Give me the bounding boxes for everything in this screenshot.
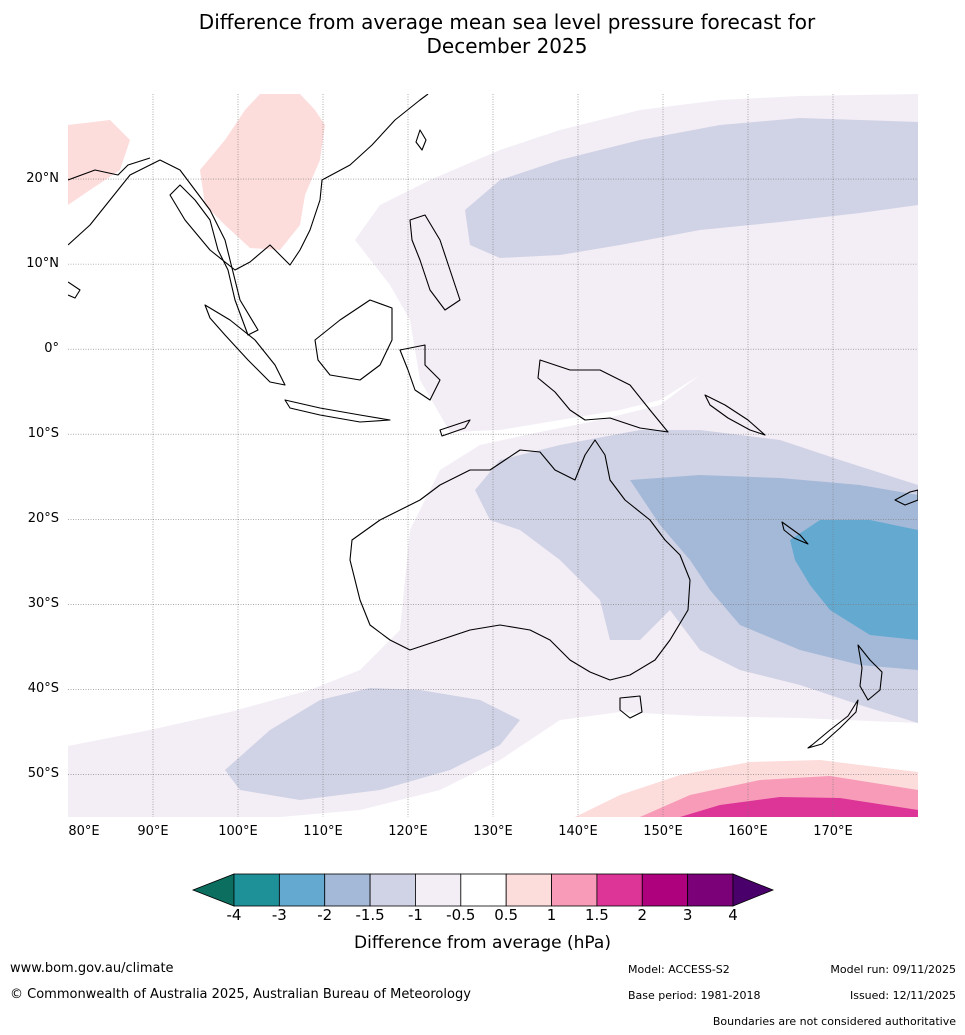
anomaly-contours — [68, 94, 918, 817]
anomaly-region-neg1 — [465, 118, 918, 258]
colorbar-tick-label: -1.5 — [355, 906, 385, 924]
colorbar — [191, 873, 775, 907]
anomaly-region-pos0p5-indochina — [200, 94, 325, 250]
colorbar-swatch — [641, 873, 689, 907]
colorbar-tick-label: 2 — [637, 906, 648, 924]
longitude-label: 120°E — [388, 824, 428, 839]
colorbar-tick-label: 3 — [682, 906, 693, 924]
latitude-label: 50°S — [27, 766, 59, 782]
website-link[interactable]: www.bom.gov.au/climate — [10, 961, 174, 976]
latitude-label: 20°S — [27, 511, 59, 527]
colorbar-swatch — [369, 873, 416, 907]
colorbar-tick-label: -3 — [271, 906, 287, 924]
latitude-label: 20°N — [26, 171, 59, 187]
colorbar-swatch — [596, 873, 643, 907]
coast-timor — [439, 419, 471, 437]
coast-mainland-asia — [68, 94, 429, 336]
longitude-label: 90°E — [137, 824, 169, 839]
anomaly-region-pos0p5-nw — [68, 120, 130, 205]
coast-new-zealand-north — [857, 644, 883, 701]
issued-date: Issued: 12/11/2025 — [849, 989, 956, 1002]
coast-java — [284, 399, 391, 423]
colorbar-tick-label: -0.5 — [446, 906, 476, 924]
title-line-1: Difference from average mean sea level p… — [198, 10, 816, 34]
colorbar-extend-low — [191, 873, 235, 907]
anomaly-region-pos1p5 — [680, 797, 918, 817]
anomaly-region-neg1-southwest — [225, 688, 520, 800]
coast-new-zealand-south — [807, 699, 859, 749]
longitude-label: 140°E — [558, 824, 598, 839]
copyright-notice: © Commonwealth of Australia 2025, Austra… — [10, 987, 471, 1002]
coast-fiji — [894, 489, 918, 506]
longitude-label: 80°E — [68, 824, 100, 839]
colorbar-swatch — [233, 873, 280, 907]
title-line-2: December 2025 — [426, 34, 588, 58]
boundaries-disclaimer: Boundaries are not considered authoritat… — [712, 1015, 956, 1028]
colorbar-tick-label: -1 — [407, 906, 423, 924]
coast-tasmania — [619, 695, 643, 719]
coastlines — [68, 94, 918, 749]
colorbar-swatch — [278, 873, 326, 907]
colorbar-title: Difference from average (hPa) — [354, 933, 611, 953]
anomaly-region-neg2 — [790, 520, 918, 640]
latitude-label: 10°N — [26, 256, 59, 272]
coast-taiwan — [415, 129, 427, 151]
coast-sulawesi — [399, 344, 441, 401]
colorbar-swatch — [551, 873, 598, 907]
colorbar-swatch — [505, 873, 552, 907]
colorbar-swatch — [415, 873, 462, 907]
map-gridlines — [68, 94, 918, 817]
colorbar-tick-label: 1 — [546, 906, 557, 924]
coast-borneo — [314, 299, 393, 381]
coast-solomon-islands — [704, 394, 766, 436]
base-period: Base period: 1981-2018 — [628, 989, 761, 1002]
longitude-label: 160°E — [728, 824, 768, 839]
map-title: Difference from average mean sea level p… — [0, 10, 965, 58]
latitude-label: 0° — [44, 341, 59, 357]
coast-new-guinea — [537, 359, 669, 433]
model-name: Model: ACCESS-S2 — [628, 963, 730, 976]
anomaly-region-neg0p5 — [68, 300, 918, 817]
longitude-label: 100°E — [218, 824, 258, 839]
longitude-label: 130°E — [473, 824, 513, 839]
colorbar-swatch — [687, 873, 734, 907]
colorbar-tick-label: 1.5 — [584, 906, 609, 924]
longitude-label: 150°E — [643, 824, 683, 839]
colorbar-tick-label: -2 — [317, 906, 333, 924]
colorbar-swatch — [460, 873, 507, 907]
colorbar-swatch — [324, 873, 371, 907]
model-run-date: Model run: 09/11/2025 — [830, 963, 956, 976]
longitude-label: 110°E — [303, 824, 343, 839]
colorbar-tick-label: 4 — [728, 906, 738, 924]
coast-philippines — [409, 214, 461, 311]
coast-india — [68, 157, 151, 181]
colorbar-extend-high — [732, 873, 775, 907]
latitude-label: 30°S — [27, 596, 59, 612]
coast-new-caledonia — [781, 521, 809, 545]
latitude-label: 40°S — [27, 681, 59, 697]
colorbar-tick-label: -4 — [226, 906, 242, 924]
latitude-label: 10°S — [27, 426, 59, 442]
colorbar-tick-label: 0.5 — [494, 906, 519, 924]
coast-sri-lanka — [68, 281, 81, 299]
coast-australia — [349, 439, 691, 681]
longitude-label: 170°E — [813, 824, 853, 839]
coast-sumatra — [204, 304, 286, 386]
